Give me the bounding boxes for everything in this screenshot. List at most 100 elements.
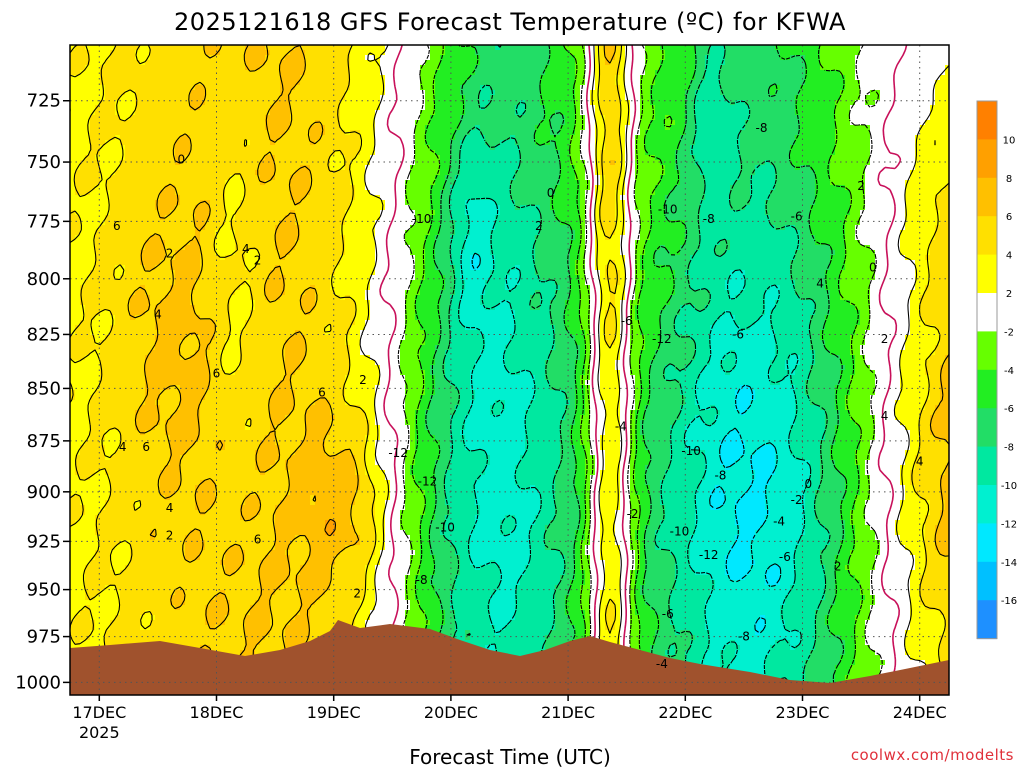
contour-label: 6: [213, 366, 221, 380]
colorbar-swatch: [977, 101, 997, 140]
colorbar-swatch: [977, 523, 997, 563]
contour-level-4: [70, 45, 949, 695]
contour-label: 0: [805, 477, 813, 491]
contour-label: -10: [658, 203, 678, 217]
x-tick-sublabel: 2025: [79, 723, 120, 742]
y-tick-label: 975: [27, 627, 61, 648]
colorbar-label: -2: [1004, 327, 1014, 338]
colorbar-swatch: [977, 600, 997, 640]
contour-label: -12: [699, 548, 719, 562]
contour-level-6: [127, 45, 949, 695]
contour-label: -12: [418, 475, 438, 489]
contour-label: 6: [142, 440, 150, 454]
colorbar: 10 8 6 4 2 -2 -4 -6 -8 -10 -12 -14 -16: [976, 100, 1017, 640]
contour-label: -4: [773, 515, 785, 529]
contour-label: 4: [816, 276, 824, 290]
contour-level--8: [442, 45, 831, 695]
contour-label: 0: [869, 260, 877, 274]
x-tick-label: 19DEC: [307, 703, 361, 722]
colorbar-swatch: [977, 177, 997, 217]
plot-frame: [69, 44, 950, 696]
terrain: [70, 620, 949, 695]
chart-title: 2025121618 GFS Forecast Temperature (ºC)…: [174, 8, 846, 36]
y-tick-label: 1000: [15, 672, 61, 693]
contour-label: -4: [656, 657, 668, 671]
x-tick-label: 24DEC: [893, 703, 947, 722]
contour-level--10: [458, 197, 812, 695]
y-tick-label: 775: [27, 211, 61, 232]
contour-label: -6: [732, 327, 744, 341]
contour-label: 4: [166, 501, 174, 515]
colorbar-swatch: [977, 485, 997, 524]
x-tick-label: 23DEC: [776, 703, 830, 722]
x-axis-label: Forecast Time (UTC): [409, 745, 611, 768]
contour-label: -12: [652, 332, 672, 346]
contour-label: -10: [412, 212, 432, 226]
colorbar-frame: [976, 100, 998, 640]
colorbar-swatch: [977, 408, 997, 448]
contour-label: -8: [416, 573, 428, 587]
contour-label: 6: [254, 532, 262, 546]
x-tick-label: 21DEC: [541, 703, 595, 722]
y-axis: 725 750 775 800 825 850 875 900 925 950 975 1000: [15, 91, 70, 693]
colorbar-swatch: [977, 561, 997, 601]
contour-label: -8: [755, 121, 767, 135]
y-tick-label: 925: [27, 531, 61, 552]
colorbar-label: 4: [1006, 251, 1012, 262]
colorbar-label: -14: [1001, 558, 1017, 569]
y-tick-label: 850: [27, 378, 61, 399]
x-tick-label: 17DEC: [72, 703, 126, 722]
contour-label: 2: [834, 560, 842, 574]
contour-label: 2: [359, 373, 367, 387]
x-tick-label: 22DEC: [658, 703, 712, 722]
contour-label: -6: [779, 550, 791, 564]
contour-label: 6: [318, 386, 326, 400]
colorbar-label: -16: [1001, 596, 1017, 607]
credit-text: coolwx.com/modelts: [851, 746, 1014, 764]
contour-label: 2: [166, 528, 174, 542]
contour-label: 2: [353, 586, 361, 600]
contour-label: 4: [881, 409, 889, 423]
temperature-field: [70, 45, 949, 695]
contour-label: 2: [881, 332, 889, 346]
plot-area: [70, 45, 949, 695]
contour-label: 4: [916, 454, 924, 468]
y-tick-label: 950: [27, 580, 61, 601]
colorbar-swatch: [977, 293, 997, 332]
contour-label: -6: [662, 607, 674, 621]
colorbar-label: -10: [1001, 481, 1017, 492]
y-tick-label: 875: [27, 431, 61, 452]
colorbar-label: -8: [1004, 443, 1014, 454]
y-tick-label: 725: [27, 91, 61, 112]
contour-label: 0: [178, 153, 186, 167]
contour-label: -2: [791, 493, 803, 507]
contour-label: -10: [681, 444, 701, 458]
x-tick-label: 18DEC: [190, 703, 244, 722]
colorbar-label: -4: [1004, 366, 1014, 377]
contour-level-8: [324, 518, 337, 537]
contour-level-0: [379, 45, 908, 695]
colorbar-label: 2: [1006, 289, 1012, 300]
contour-label: -12: [388, 446, 408, 460]
contour-label: 4: [242, 242, 250, 256]
contour-label: 2: [254, 254, 262, 268]
colorbar-swatch: [977, 446, 997, 486]
colorbar-swatch: [977, 139, 997, 179]
colorbar-swatch: [977, 331, 997, 371]
contour-label: 2: [857, 179, 865, 193]
contour-label: -8: [738, 630, 750, 644]
contour-label: 6: [113, 219, 121, 233]
contour-label: -4: [615, 419, 627, 433]
contour-lines: [70, 45, 949, 695]
contour-label: 2: [166, 247, 174, 261]
colorbar-label: 8: [1006, 174, 1012, 185]
y-tick-label: 900: [27, 482, 61, 503]
colorbar-swatch: [977, 216, 997, 256]
colorbar-swatch: [977, 254, 997, 294]
grid: [70, 45, 949, 695]
contour-label: 2: [535, 219, 543, 233]
contour-label: -2: [627, 507, 639, 521]
contour-level--12: [471, 252, 782, 634]
y-tick-label: 825: [27, 324, 61, 345]
contour-label: -8: [714, 469, 726, 483]
